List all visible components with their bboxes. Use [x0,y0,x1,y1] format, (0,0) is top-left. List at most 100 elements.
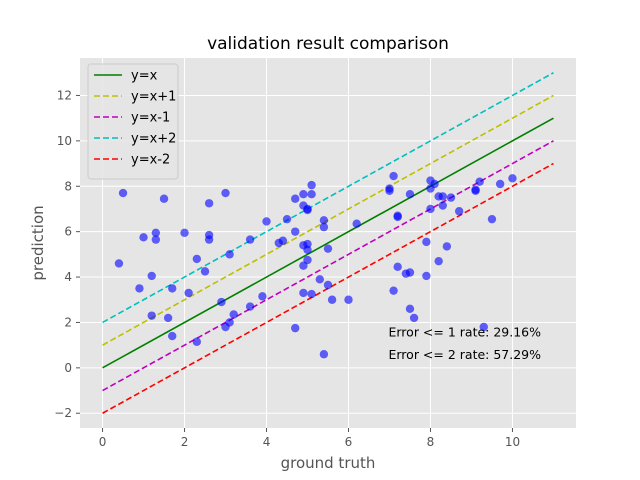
data-point [438,192,447,201]
x-tick-label: 2 [181,435,189,449]
data-point [442,242,452,251]
legend: y=x y=x+1 y=x-1 y=x+2 y=x-2 [87,63,179,180]
annotation-text: Error <= 2 rate: 57.29% [388,347,541,362]
data-point [319,222,329,232]
data-point [307,189,316,199]
data-point [221,188,230,198]
data-point [168,284,177,293]
data-point [291,323,300,333]
data-point [159,194,169,203]
data-point [344,295,353,304]
data-point [422,271,431,281]
y-tick-label: 4 [64,270,72,284]
legend-label: y=x [131,69,158,84]
data-point [114,259,124,268]
series-line-y=x-1 [102,140,554,392]
legend-label: y=x+2 [131,132,176,147]
data-point [204,199,214,208]
y-tick-label: 10 [57,134,72,148]
series-line-y=x+2 [102,72,554,324]
data-point [225,250,234,259]
data-point [278,236,288,245]
data-point [299,288,308,298]
data-point [495,179,505,189]
data-point [204,235,214,244]
data-point [303,239,312,249]
data-point [118,188,128,198]
chart-title: validation result comparison [207,34,449,54]
data-point [200,267,210,276]
series-line-y=x [102,117,554,369]
x-tick-label: 10 [505,435,520,449]
data-point [291,227,300,236]
data-point [139,233,148,242]
data-point [291,194,300,203]
data-point [229,310,238,319]
data-point [180,228,189,237]
data-point [262,217,271,226]
data-point [454,207,464,216]
data-point [258,292,267,301]
data-point [446,193,456,202]
y-tick-label: 2 [64,315,72,329]
data-point [184,288,193,298]
data-point [405,189,415,199]
data-point [307,289,316,299]
x-axis-label: ground truth [281,454,376,472]
legend-box [87,63,179,180]
data-point [508,174,517,183]
legend-label: y=x+1 [131,90,176,105]
y-axis-ticks: −2 0 2 4 6 8 10 12 [54,88,80,420]
annotation-text: Error <= 1 rate: 29.16% [388,325,541,340]
data-point [405,304,415,314]
data-point [389,286,398,295]
data-point [323,280,333,290]
data-point [303,255,312,265]
data-point [430,179,439,189]
data-point [135,284,144,293]
data-point [147,311,156,320]
data-point [393,212,402,222]
legend-label: y=x-1 [131,111,170,126]
data-point [225,318,234,327]
y-tick-label: 12 [57,88,72,102]
data-point [393,262,402,272]
data-point [217,297,226,307]
data-point [303,204,312,214]
data-point [151,228,161,237]
y-tick-label: 8 [64,179,72,193]
data-point [282,214,292,224]
data-point [163,313,173,323]
y-axis-label: prediction [29,205,47,280]
data-point [151,235,161,244]
grid [80,58,576,428]
data-point [147,271,156,281]
data-point [385,186,394,195]
data-point [434,256,443,266]
scatter-points [114,171,517,359]
data-point [352,219,361,228]
data-point [299,189,308,199]
data-point [438,201,447,210]
data-point [245,302,255,311]
data-point [471,186,480,195]
data-point [389,171,398,181]
data-point [426,204,435,214]
data-point [168,331,177,341]
x-tick-label: 8 [427,435,435,449]
data-point [307,180,316,190]
data-point [409,313,419,323]
y-tick-label: −2 [54,406,72,420]
data-point [319,350,329,359]
data-point [192,337,202,346]
x-tick-label: 4 [263,435,271,449]
data-point [245,235,255,244]
y-tick-label: 0 [64,361,72,375]
annotations: Error <= 1 rate: 29.16% Error <= 2 rate: … [388,325,541,363]
data-point [323,244,333,253]
data-point [405,268,415,277]
x-axis-ticks: 0 2 4 6 8 10 [99,428,520,449]
data-point [327,295,337,304]
x-tick-label: 6 [345,435,353,449]
